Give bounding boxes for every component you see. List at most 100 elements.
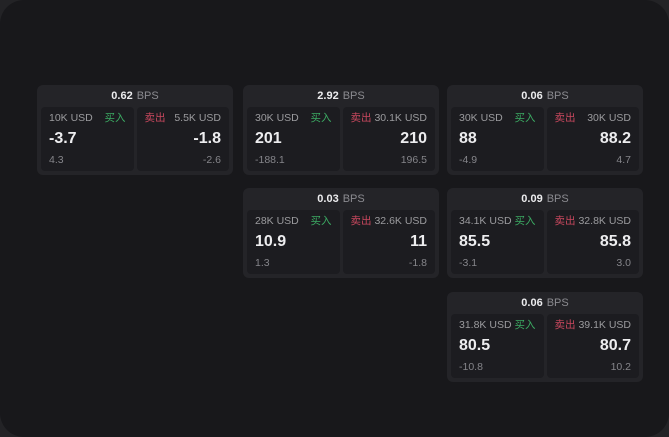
buy-tag: 买入 <box>104 112 126 124</box>
buy-amount: 30K USD <box>459 112 503 124</box>
sell-amount: 5.5K USD <box>174 112 221 124</box>
sell-side-panel[interactable]: 卖出 30.1K USD 210 196.5 <box>342 107 435 171</box>
sell-delta: 4.7 <box>616 153 631 166</box>
buy-delta: -10.8 <box>459 360 483 373</box>
quote-card-body: 31.8K USD 买入 80.5 -10.8 卖出 39.1K USD 80.… <box>447 314 643 378</box>
bps-value: 0.09 <box>521 192 543 205</box>
buy-side-header: 30K USD 买入 <box>459 113 536 124</box>
buy-amount: 28K USD <box>255 215 299 227</box>
sell-delta: 196.5 <box>400 153 427 166</box>
quote-card[interactable]: 0.09 BPS 34.1K USD 买入 85.5 -3.1 卖出 32.8K… <box>447 188 643 278</box>
quote-card[interactable]: 0.06 BPS 31.8K USD 买入 80.5 -10.8 卖出 39.1… <box>447 292 643 382</box>
buy-price: 80.5 <box>459 337 491 354</box>
buy-side-header: 34.1K USD 买入 <box>459 216 536 227</box>
buy-price: 201 <box>255 130 282 147</box>
sell-tag: 卖出 <box>350 112 372 124</box>
sell-side-panel[interactable]: 卖出 30K USD 88.2 4.7 <box>546 107 639 171</box>
quote-card-body: 30K USD 买入 201 -188.1 卖出 30.1K USD 210 1… <box>243 107 439 171</box>
buy-price: 10.9 <box>255 233 287 250</box>
sell-side-header: 卖出 30.1K USD <box>351 113 428 124</box>
sell-amount: 32.8K USD <box>578 215 631 227</box>
buy-amount: 34.1K USD <box>459 215 512 227</box>
quote-card[interactable]: 0.06 BPS 30K USD 买入 88 -4.9 卖出 30K USD 8… <box>447 85 643 175</box>
buy-tag: 买入 <box>310 215 332 227</box>
bps-header: 0.06 BPS <box>447 292 643 314</box>
buy-side-panel[interactable]: 30K USD 买入 88 -4.9 <box>451 107 544 171</box>
buy-amount: 10K USD <box>49 112 93 124</box>
bps-unit-label: BPS <box>342 192 365 205</box>
bps-header: 2.92 BPS <box>243 85 439 107</box>
bps-value: 2.92 <box>317 89 339 102</box>
sell-side-header: 卖出 32.8K USD <box>555 216 632 227</box>
sell-tag: 卖出 <box>554 319 576 331</box>
sell-price: 85.8 <box>599 233 631 250</box>
buy-delta: 1.3 <box>255 256 270 269</box>
sell-side-header: 卖出 39.1K USD <box>555 320 632 331</box>
buy-amount: 31.8K USD <box>459 319 512 331</box>
bps-header: 0.62 BPS <box>37 85 233 107</box>
sell-delta: 3.0 <box>616 256 631 269</box>
buy-side-header: 30K USD 买入 <box>255 113 332 124</box>
sell-tag: 卖出 <box>554 112 576 124</box>
buy-tag: 买入 <box>310 112 332 124</box>
sell-side-header: 卖出 30K USD <box>555 113 632 124</box>
sell-amount: 32.6K USD <box>374 215 427 227</box>
buy-tag: 买入 <box>514 319 536 331</box>
bps-unit-label: BPS <box>342 89 365 102</box>
sell-price: 80.7 <box>599 337 631 354</box>
sell-amount: 30.1K USD <box>374 112 427 124</box>
buy-side-header: 28K USD 买入 <box>255 216 332 227</box>
sell-price: -1.8 <box>193 130 221 147</box>
buy-delta: 4.3 <box>49 153 64 166</box>
quote-card[interactable]: 0.03 BPS 28K USD 买入 10.9 1.3 卖出 32.6K US… <box>243 188 439 278</box>
sell-price: 88.2 <box>599 130 631 147</box>
buy-side-panel[interactable]: 10K USD 买入 -3.7 4.3 <box>41 107 134 171</box>
buy-tag: 买入 <box>514 215 536 227</box>
bps-unit-label: BPS <box>136 89 159 102</box>
bps-value: 0.06 <box>521 89 543 102</box>
buy-side-header: 10K USD 买入 <box>49 113 126 124</box>
buy-delta: -4.9 <box>459 153 478 166</box>
buy-delta: -3.1 <box>459 256 478 269</box>
buy-price: 85.5 <box>459 233 491 250</box>
bps-header: 0.03 BPS <box>243 188 439 210</box>
bps-header: 0.06 BPS <box>447 85 643 107</box>
sell-side-header: 卖出 5.5K USD <box>145 113 222 124</box>
sell-tag: 卖出 <box>554 215 576 227</box>
sell-delta: 10.2 <box>610 360 631 373</box>
buy-side-header: 31.8K USD 买入 <box>459 320 536 331</box>
buy-side-panel[interactable]: 30K USD 买入 201 -188.1 <box>247 107 340 171</box>
buy-price: 88 <box>459 130 477 147</box>
quote-card-body: 10K USD 买入 -3.7 4.3 卖出 5.5K USD -1.8 -2.… <box>37 107 233 171</box>
sell-side-panel[interactable]: 卖出 32.6K USD 11 -1.8 <box>342 210 435 274</box>
sell-amount: 30K USD <box>587 112 631 124</box>
buy-side-panel[interactable]: 34.1K USD 买入 85.5 -3.1 <box>451 210 544 274</box>
bps-value: 0.06 <box>521 296 543 309</box>
buy-side-panel[interactable]: 31.8K USD 买入 80.5 -10.8 <box>451 314 544 378</box>
buy-side-panel[interactable]: 28K USD 买入 10.9 1.3 <box>247 210 340 274</box>
sell-side-panel[interactable]: 卖出 32.8K USD 85.8 3.0 <box>546 210 639 274</box>
quote-card-body: 34.1K USD 买入 85.5 -3.1 卖出 32.8K USD 85.8… <box>447 210 643 274</box>
bps-unit-label: BPS <box>546 192 569 205</box>
sell-side-panel[interactable]: 卖出 39.1K USD 80.7 10.2 <box>546 314 639 378</box>
sell-amount: 39.1K USD <box>578 319 631 331</box>
sell-tag: 卖出 <box>144 112 166 124</box>
sell-delta: -1.8 <box>408 256 427 269</box>
sell-delta: -2.6 <box>202 153 221 166</box>
sell-side-header: 卖出 32.6K USD <box>351 216 428 227</box>
buy-tag: 买入 <box>514 112 536 124</box>
buy-delta: -188.1 <box>255 153 285 166</box>
quote-card[interactable]: 0.62 BPS 10K USD 买入 -3.7 4.3 卖出 5.5K USD… <box>37 85 233 175</box>
sell-side-panel[interactable]: 卖出 5.5K USD -1.8 -2.6 <box>136 107 229 171</box>
buy-amount: 30K USD <box>255 112 299 124</box>
bps-unit-label: BPS <box>546 89 569 102</box>
bps-value: 0.03 <box>317 192 339 205</box>
sell-tag: 卖出 <box>350 215 372 227</box>
quote-card-body: 28K USD 买入 10.9 1.3 卖出 32.6K USD 11 -1.8 <box>243 210 439 274</box>
bps-unit-label: BPS <box>546 296 569 309</box>
quote-card-body: 30K USD 买入 88 -4.9 卖出 30K USD 88.2 4.7 <box>447 107 643 171</box>
buy-price: -3.7 <box>49 130 77 147</box>
quote-card[interactable]: 2.92 BPS 30K USD 买入 201 -188.1 卖出 30.1K … <box>243 85 439 175</box>
sell-price: 210 <box>400 130 427 147</box>
